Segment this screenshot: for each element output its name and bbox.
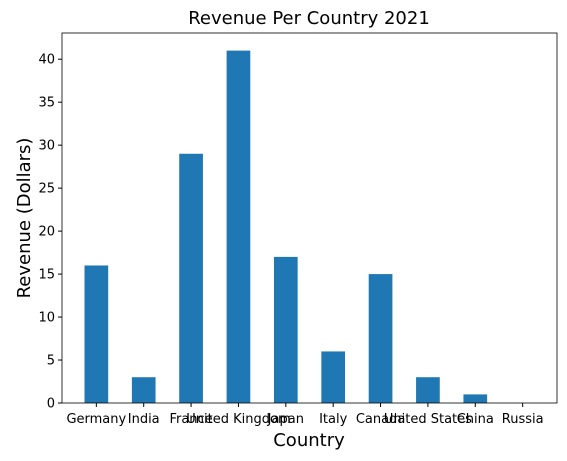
y-tick-label: 5: [47, 354, 55, 369]
y-tick-label: 35: [38, 96, 55, 111]
y-tick-label: 20: [38, 225, 55, 240]
bar: [84, 265, 109, 403]
chart-title: Revenue Per Country 2021: [188, 8, 430, 29]
y-tick-label: 30: [38, 139, 55, 154]
y-tick-label: 10: [38, 311, 55, 326]
x-tick-label: China: [457, 412, 494, 427]
x-tick-label: Italy: [319, 412, 348, 427]
plot-frame: [61, 32, 558, 404]
x-tick-label: Germany: [66, 412, 126, 427]
y-tick-label: 25: [38, 182, 55, 197]
x-tick-label: India: [128, 412, 160, 427]
bar: [179, 153, 203, 403]
bar: [226, 50, 251, 403]
bar: [463, 394, 488, 403]
y-tick-label: 0: [47, 397, 55, 412]
x-tick-label: Russia: [502, 412, 544, 427]
bar: [131, 377, 156, 403]
x-tick-label: France: [169, 412, 212, 427]
x-tick-label: Canada: [356, 412, 405, 427]
bar: [368, 274, 393, 403]
bar: [416, 377, 440, 403]
x-tick-label: United Kingdom: [186, 412, 290, 427]
bar: [321, 351, 346, 403]
bar: [273, 256, 298, 403]
y-axis-label: Revenue (Dollars): [14, 138, 35, 299]
y-tick-label: 15: [38, 268, 55, 283]
y-tick-label: 40: [38, 53, 55, 68]
x-tick-label: United States: [384, 412, 472, 427]
x-axis-label: Country: [273, 430, 345, 451]
x-tick-label: Japan: [267, 412, 304, 427]
